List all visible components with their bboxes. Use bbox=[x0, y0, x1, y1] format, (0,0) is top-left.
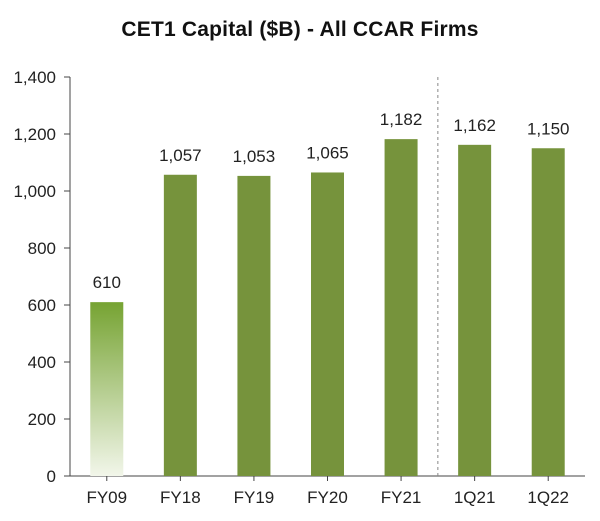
data-label: 1,162 bbox=[453, 116, 496, 135]
data-label: 1,053 bbox=[233, 147, 276, 166]
bar bbox=[237, 175, 271, 476]
data-label: 1,065 bbox=[306, 143, 349, 162]
data-label: 1,057 bbox=[159, 146, 202, 165]
bar bbox=[90, 302, 124, 476]
y-tick-label: 400 bbox=[28, 353, 56, 372]
chart-title: CET1 Capital ($B) - All CCAR Firms bbox=[121, 18, 479, 41]
data-label: 1,182 bbox=[380, 110, 423, 129]
x-tick-label: FY21 bbox=[381, 488, 422, 507]
x-tick-label: 1Q22 bbox=[527, 488, 569, 507]
data-label: 610 bbox=[93, 273, 121, 292]
data-label: 1,150 bbox=[527, 119, 570, 138]
x-tick-label: FY09 bbox=[86, 488, 127, 507]
bar bbox=[163, 174, 197, 476]
y-tick-label: 800 bbox=[28, 239, 56, 258]
x-tick-label: FY20 bbox=[307, 488, 348, 507]
bar bbox=[458, 144, 492, 476]
axes: 0 200 400 600 800 1,000 1,200 1,400 bbox=[13, 68, 585, 486]
bars bbox=[90, 139, 565, 476]
y-tick-label: 1,400 bbox=[13, 68, 56, 87]
y-tick-label: 1,200 bbox=[13, 125, 56, 144]
bar bbox=[311, 172, 344, 476]
y-tick-label: 600 bbox=[28, 296, 56, 315]
bar bbox=[531, 148, 565, 476]
x-tick-label: FY19 bbox=[234, 488, 275, 507]
bar bbox=[384, 139, 418, 476]
labels: 610 FY09 1,057 FY18 1,053 FY19 1,065 FY20 1,182 F… bbox=[86, 110, 569, 507]
y-tick-label: 200 bbox=[28, 410, 56, 429]
x-tick-label: FY18 bbox=[160, 488, 201, 507]
x-tick-label: 1Q21 bbox=[454, 488, 496, 507]
y-tick-label: 0 bbox=[47, 467, 56, 486]
y-tick-label: 1,000 bbox=[13, 182, 56, 201]
